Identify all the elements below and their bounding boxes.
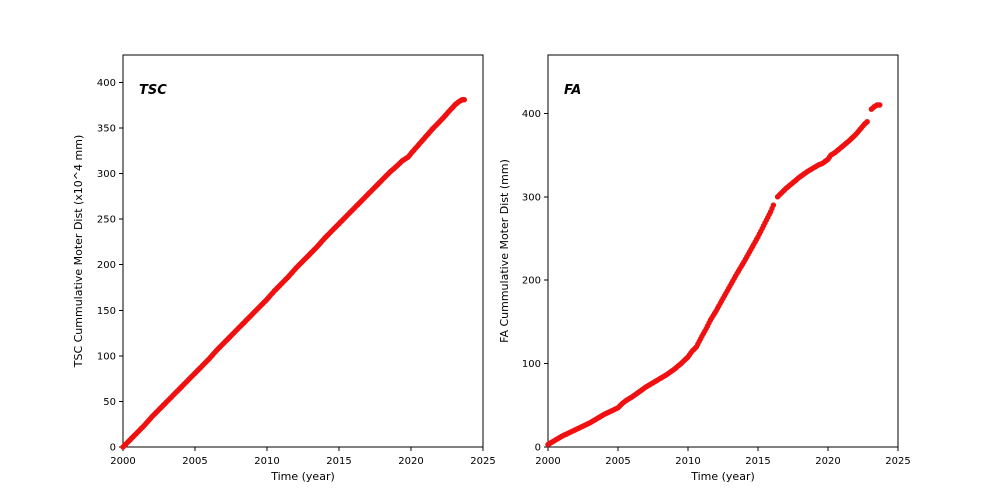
y-tick-label: 0: [110, 443, 116, 454]
tsc-xlabel: Time (year): [270, 470, 335, 483]
x-tick-label: 2005: [605, 456, 630, 467]
tsc-ylabel: TSC Cummulative Moter Dist (x10^4 mm): [72, 135, 85, 369]
tsc-annotation: TSC: [139, 83, 167, 98]
plot-spines: [122, 54, 484, 448]
x-tick-label: 2025: [470, 456, 495, 467]
data-marker: [877, 102, 883, 108]
x-tick-label: 2010: [254, 456, 279, 467]
y-tick-label: 0: [535, 443, 541, 454]
y-tick-label: 200: [522, 276, 541, 287]
data-marker: [770, 202, 777, 208]
x-tick-label: 2000: [535, 456, 560, 467]
y-tick-label: 350: [97, 123, 116, 134]
x-tick-label: 2025: [885, 456, 910, 467]
tsc-plot-area: 2000 2005 2010 2015 2020 2025 0 50 100 150 200 250 3…: [97, 54, 496, 467]
x-tick-label: 2000: [110, 456, 135, 467]
y-tick-label: 250: [97, 215, 116, 226]
data-series-line: [546, 203, 776, 447]
x-tick-label: 2020: [398, 456, 423, 467]
y-tick-label: 100: [522, 359, 541, 370]
plot-spines: [547, 54, 899, 448]
x-tick-label: 2015: [326, 456, 351, 467]
y-tick-label: 150: [97, 306, 116, 317]
x-tick-label: 2020: [815, 456, 840, 467]
x-tick-label: 2005: [182, 456, 207, 467]
fa-plot-area: 2000 2005 2010 2015 2020 2025 0 100 200 300 400: [522, 54, 911, 467]
tsc-chart: 2000 2005 2010 2015 2020 2025 0 50 100 150 200 250 3…: [72, 54, 496, 483]
data-marker: [461, 97, 467, 103]
fa-xlabel: Time (year): [690, 470, 755, 483]
y-tick-label: 200: [97, 260, 116, 271]
y-tick-label: 400: [97, 78, 116, 89]
y-tick-label: 100: [97, 351, 116, 362]
y-tick-label: 300: [97, 169, 116, 180]
fa-annotation: FA: [564, 83, 581, 98]
y-tick-label: 400: [522, 109, 541, 120]
y-tick-label: 50: [103, 397, 116, 408]
fa-ylabel: FA Cummulative Moter Dist (mm): [498, 159, 511, 343]
x-tick-label: 2015: [745, 456, 770, 467]
data-marker: [864, 119, 870, 125]
fa-chart: 2000 2005 2010 2015 2020 2025 0 100 200 300 400 Ti…: [498, 54, 911, 483]
y-tick-label: 300: [522, 192, 541, 203]
x-tick-label: 2010: [675, 456, 700, 467]
